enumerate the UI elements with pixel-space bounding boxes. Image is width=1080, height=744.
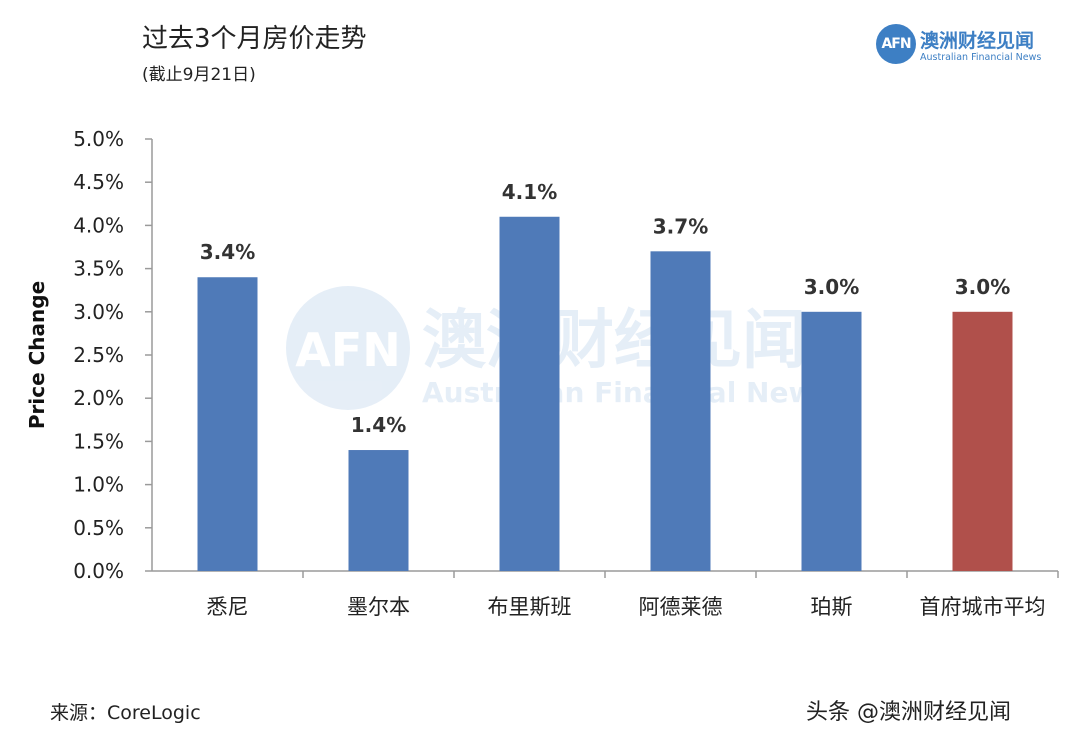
bar-data-label: 3.0% (955, 275, 1010, 299)
logo-name-en: Australian Financial News (920, 52, 1042, 63)
watermark-name-en: Australian Financial News (422, 376, 831, 409)
bar (650, 251, 711, 571)
bar (801, 311, 862, 571)
platform-credit: 头条 @澳洲财经见闻 (806, 700, 1011, 725)
y-tick-label: 1.5% (73, 429, 124, 453)
bar-data-label: 1.4% (351, 413, 406, 437)
y-axis-label: Price Change (25, 281, 49, 429)
x-category-label: 悉尼 (207, 595, 249, 619)
bar-data-label: 3.0% (804, 275, 859, 299)
watermark-name-cn: 澳洲财经见闻 (422, 304, 806, 378)
bar-data-label: 3.4% (200, 240, 255, 264)
watermark-logo-icon (286, 286, 410, 410)
y-tick-label: 2.5% (73, 343, 124, 367)
watermark: AFN 澳洲财经见闻 Australian Financial News (286, 286, 831, 410)
x-category-label: 首府城市平均 (920, 595, 1046, 619)
bar (952, 311, 1013, 571)
x-category-label: 阿德莱德 (639, 595, 723, 619)
y-tick-label: 3.5% (73, 257, 124, 281)
bar (348, 450, 409, 571)
watermark-mark: AFN (295, 323, 401, 377)
y-tick-label: 0.0% (73, 559, 124, 583)
x-category-label: 墨尔本 (347, 595, 410, 619)
bar-data-label: 3.7% (653, 214, 708, 238)
y-tick-label: 4.0% (73, 213, 124, 237)
y-tick-label: 5.0% (73, 127, 124, 151)
logo-name-cn: 澳洲财经见闻 (920, 30, 1035, 52)
chart-subtitle: (截止9月21日) (142, 65, 256, 85)
chart-title: 过去3个月房价走势 (142, 24, 367, 54)
source-note: 来源：CoreLogic (50, 702, 201, 724)
y-tick-label: 1.0% (73, 473, 124, 497)
bar (197, 277, 258, 571)
y-tick-label: 0.5% (73, 516, 124, 540)
y-tick-label: 2.0% (73, 386, 124, 410)
x-category-label: 布里斯班 (488, 595, 572, 619)
bar (499, 216, 560, 571)
y-tick-label: 3.0% (73, 300, 124, 324)
bar-data-label: 4.1% (502, 180, 557, 204)
afn-logo-icon: AFN (876, 24, 916, 64)
y-tick-label: 4.5% (73, 170, 124, 194)
x-category-label: 珀斯 (811, 595, 853, 619)
